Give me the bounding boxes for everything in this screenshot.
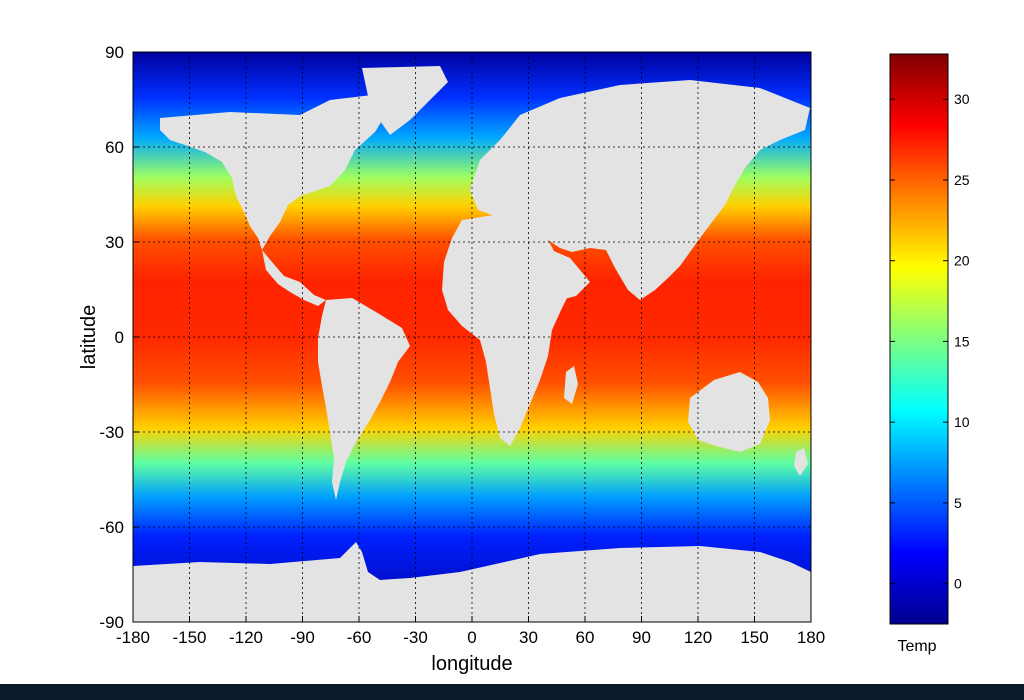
x-tick-label: -180 xyxy=(116,628,150,647)
y-tick-label: 90 xyxy=(105,43,124,62)
colorbar-tick-label: 25 xyxy=(954,172,970,188)
y-tick-label: 0 xyxy=(115,328,124,347)
colorbar xyxy=(889,53,949,625)
y-tick-label: -30 xyxy=(99,423,124,442)
land-africa xyxy=(442,214,572,446)
x-tick-label: 60 xyxy=(576,628,595,647)
land-north-america xyxy=(160,95,390,250)
bottom-bar xyxy=(0,684,1024,700)
x-axis-label: longitude xyxy=(431,653,512,675)
x-tick-label: -120 xyxy=(229,628,263,647)
y-tick-label: -90 xyxy=(99,613,124,632)
x-tick-label: 0 xyxy=(467,628,476,647)
land-new-zealand xyxy=(794,448,808,476)
y-tick-label: -60 xyxy=(99,518,124,537)
x-tick-label: -90 xyxy=(290,628,315,647)
y-axis-ticks: 90 60 30 0 -30 -60 -90 xyxy=(99,43,139,632)
colorbar-tick-label: 20 xyxy=(954,253,970,269)
x-tick-label: -150 xyxy=(172,628,206,647)
y-tick-label: 60 xyxy=(105,138,124,157)
y-tick-label: 30 xyxy=(105,233,124,252)
colorbar-tick-label: 30 xyxy=(954,91,970,107)
y-axis-label: latitude xyxy=(78,305,100,370)
x-tick-label: 90 xyxy=(632,628,651,647)
x-tick-label: 120 xyxy=(684,628,712,647)
land-central-america xyxy=(262,250,326,306)
colorbar-tick-label: 0 xyxy=(954,576,962,592)
land-eurasia xyxy=(470,80,810,300)
x-axis-ticks: -180 -150 -120 -90 -60 -30 0 30 60 90 120 150 180 xyxy=(116,616,825,647)
x-tick-label: 30 xyxy=(519,628,538,647)
colorbar-ticks: 0 5 10 15 20 25 30 xyxy=(890,91,970,592)
land-madagascar xyxy=(564,366,578,404)
x-tick-label: 180 xyxy=(797,628,825,647)
colorbar-tick-label: 10 xyxy=(954,414,970,430)
map-grid xyxy=(133,52,811,622)
x-tick-label: -30 xyxy=(403,628,428,647)
x-tick-label: -60 xyxy=(347,628,372,647)
x-tick-label: 150 xyxy=(740,628,768,647)
land-south-america xyxy=(318,298,410,500)
colorbar-tick-label: 15 xyxy=(954,333,970,349)
colorbar-label: Temp xyxy=(897,638,936,655)
land-greenland xyxy=(362,66,448,135)
colorbar-tick-label: 5 xyxy=(954,495,962,511)
